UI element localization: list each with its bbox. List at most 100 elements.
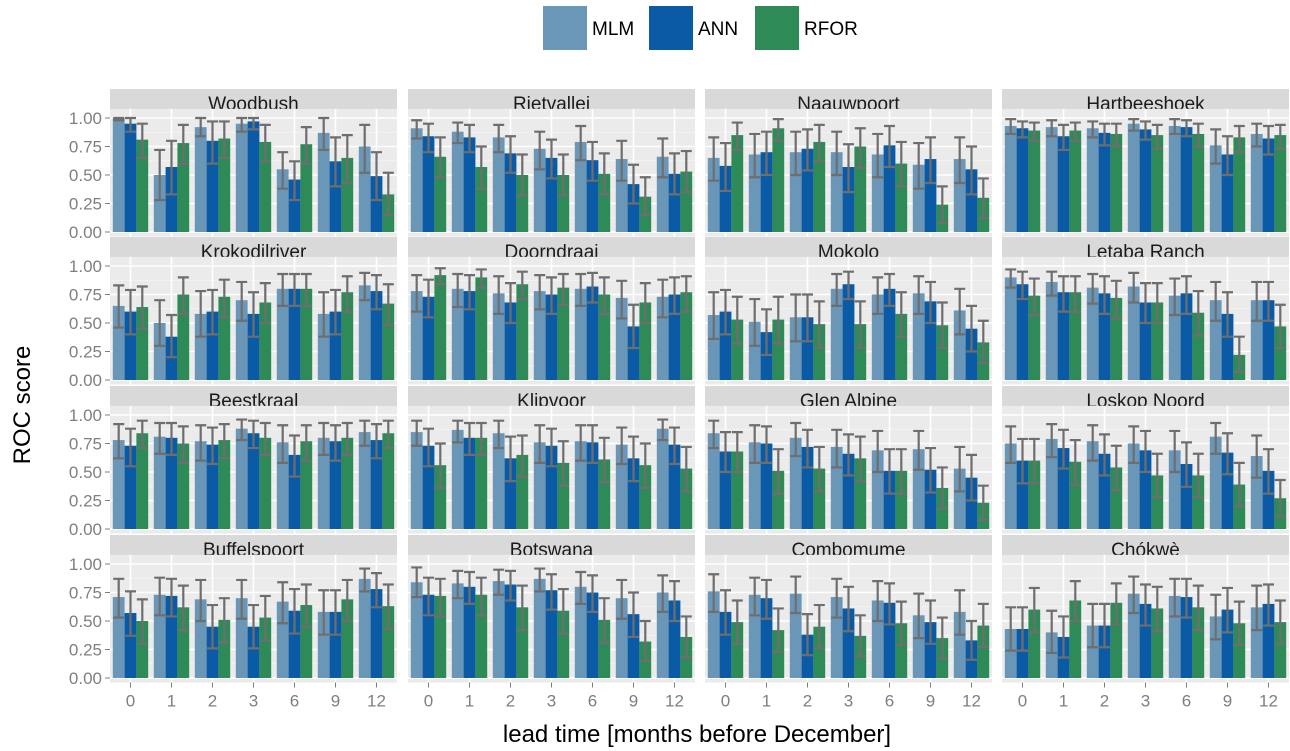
errorbar-klipvoor-rfor-3 — [557, 440, 569, 487]
errorbar-combomume-rfor-2 — [813, 603, 825, 650]
bar-rietvallei-mlm-2 — [492, 137, 505, 232]
bar-hartbeeshoek-rfor-6 — [1192, 133, 1205, 232]
bar-mokolo-rfor-1 — [772, 319, 785, 380]
bar-hartbeeshoek-mlm-12 — [1250, 133, 1263, 232]
errorbar-botswana-mlm-0 — [411, 566, 423, 599]
errorbar-naauwpoort-mlm-1 — [749, 132, 761, 179]
errorbar-doorndraai-mlm-0 — [411, 274, 423, 313]
y-tick-label: 0.00 — [69, 371, 102, 390]
bar-krokodilriver-mlm-12 — [358, 285, 371, 380]
y-tick-label: 0.50 — [69, 166, 102, 185]
errorbar-beestkraal-rfor-0 — [136, 419, 148, 450]
bar-combomume-rfor-12 — [977, 625, 990, 678]
errorbar-woodbush-mlm-1 — [154, 148, 166, 202]
errorbar-combomume-rfor-0 — [731, 599, 743, 645]
errorbar-naauwpoort-rfor-2 — [813, 123, 825, 163]
errorbar-beestkraal-ann-6 — [289, 434, 300, 478]
errorbar-doorndraai-ann-12 — [669, 276, 680, 315]
errorbar-loskop-noord-ann-0 — [1017, 437, 1028, 485]
errorbar-mokolo-mlm-3 — [831, 272, 843, 307]
errorbar-loskop-noord-mlm-12 — [1251, 434, 1263, 479]
bar-glen-alpine-mlm-9 — [912, 449, 925, 529]
errorbar-letaba-ranch-rfor-12 — [1274, 303, 1286, 350]
bar-buffelspoort-ann-0 — [124, 613, 137, 678]
bar-woodbush-mlm-9 — [317, 132, 330, 232]
errorbar-mokolo-ann-2 — [802, 293, 813, 343]
bar-naauwpoort-ann-9 — [924, 159, 937, 232]
x-tick-label: 12 — [1259, 692, 1278, 711]
errorbar-letaba-ranch-ann-2 — [1099, 275, 1110, 315]
errorbar-ch-kw--ann-1 — [1058, 615, 1069, 659]
errorbar-klipvoor-ann-3 — [546, 427, 557, 468]
errorbar-doorndraai-rfor-6 — [598, 276, 610, 315]
bar-ch-kw--ann-12 — [1262, 603, 1275, 678]
errorbar-ch-kw--mlm-9 — [1210, 593, 1222, 641]
bar-doorndraai-ann-1 — [463, 291, 476, 380]
bar-ch-kw--ann-3 — [1139, 603, 1152, 678]
legend-swatch-mlm — [543, 6, 587, 50]
bar-combomume-ann-2 — [801, 634, 814, 678]
errorbar-letaba-ranch-mlm-3 — [1128, 271, 1140, 304]
errorbar-beestkraal-rfor-2 — [218, 423, 230, 460]
x-tick-label: 3 — [547, 692, 556, 711]
errorbar-doorndraai-rfor-3 — [557, 272, 569, 306]
errorbar-loskop-noord-ann-6 — [1181, 441, 1192, 488]
bar-krokodilriver-rfor-9 — [341, 292, 354, 380]
bar-klipvoor-ann-1 — [463, 437, 476, 529]
bar-woodbush-rfor-0 — [136, 139, 149, 232]
bar-hartbeeshoek-mlm-0 — [1004, 125, 1017, 232]
bar-loskop-noord-mlm-1 — [1045, 438, 1058, 529]
errorbar-krokodilriver-rfor-1 — [177, 276, 189, 315]
bar-doorndraai-rfor-6 — [598, 294, 611, 380]
errorbar-combomume-mlm-3 — [831, 577, 843, 619]
errorbar-klipvoor-ann-6 — [587, 424, 598, 464]
bar-botswana-mlm-2 — [492, 581, 505, 678]
errorbar-mokolo-rfor-2 — [813, 300, 825, 350]
bar-loskop-noord-ann-6 — [1180, 464, 1193, 529]
errorbar-ch-kw--rfor-0 — [1028, 586, 1040, 634]
errorbar-combomume-ann-2 — [802, 613, 813, 657]
bar-botswana-ann-2 — [504, 584, 517, 678]
bar-loskop-noord-ann-2 — [1098, 453, 1111, 529]
facet-panels: Woodbush Rietvallei Naauwpoort Hartbeeshoek… — [110, 89, 1289, 683]
errorbar-letaba-ranch-ann-1 — [1058, 275, 1069, 313]
errorbar-botswana-mlm-12 — [657, 574, 669, 613]
errorbar-klipvoor-rfor-1 — [475, 421, 487, 456]
bar-loskop-noord-ann-0 — [1016, 460, 1029, 529]
bar-hartbeeshoek-mlm-2 — [1086, 128, 1099, 232]
errorbar-combomume-mlm-2 — [790, 575, 802, 615]
bar-mokolo-ann-0 — [719, 311, 732, 380]
errorbar-letaba-ranch-rfor-2 — [1110, 279, 1122, 320]
bar-naauwpoort-mlm-9 — [912, 164, 925, 232]
bar-buffelspoort-ann-3 — [247, 626, 260, 678]
errorbar-ch-kw--rfor-2 — [1110, 582, 1122, 626]
errorbar-ch-kw--mlm-2 — [1087, 602, 1099, 649]
bar-loskop-noord-rfor-1 — [1069, 461, 1082, 529]
errorbar-glen-alpine-ann-12 — [966, 453, 977, 502]
bar-letaba-ranch-mlm-1 — [1045, 281, 1058, 380]
errorbar-hartbeeshoek-mlm-9 — [1210, 128, 1222, 165]
errorbar-glen-alpine-mlm-3 — [831, 428, 843, 469]
bar-ch-kw--mlm-2 — [1086, 625, 1099, 678]
errorbar-naauwpoort-ann-6 — [884, 124, 895, 169]
bar-naauwpoort-ann-12 — [965, 169, 978, 232]
bar-doorndraai-rfor-3 — [557, 287, 570, 380]
bar-doorndraai-ann-9 — [627, 326, 640, 380]
y-tick-label: 1.00 — [69, 257, 102, 276]
errorbar-naauwpoort-mlm-6 — [872, 132, 884, 179]
bar-rietvallei-ann-0 — [422, 136, 435, 232]
errorbar-doorndraai-ann-3 — [546, 276, 557, 315]
errorbar-hartbeeshoek-ann-3 — [1140, 120, 1151, 141]
errorbar-glen-alpine-rfor-6 — [895, 448, 907, 495]
bar-glen-alpine-mlm-0 — [707, 433, 720, 529]
bar-klipvoor-ann-9 — [627, 458, 640, 529]
bar-doorndraai-rfor-12 — [680, 292, 693, 380]
errorbar-combomume-mlm-9 — [913, 592, 925, 640]
bar-glen-alpine-mlm-3 — [830, 446, 843, 529]
bar-krokodilriver-ann-0 — [124, 311, 137, 380]
bar-beestkraal-mlm-6 — [276, 442, 289, 529]
errorbar-buffelspoort-mlm-3 — [236, 578, 248, 620]
x-tick-label: 6 — [885, 692, 894, 711]
errorbar-botswana-mlm-1 — [452, 569, 464, 600]
errorbar-krokodilriver-ann-0 — [125, 288, 136, 336]
